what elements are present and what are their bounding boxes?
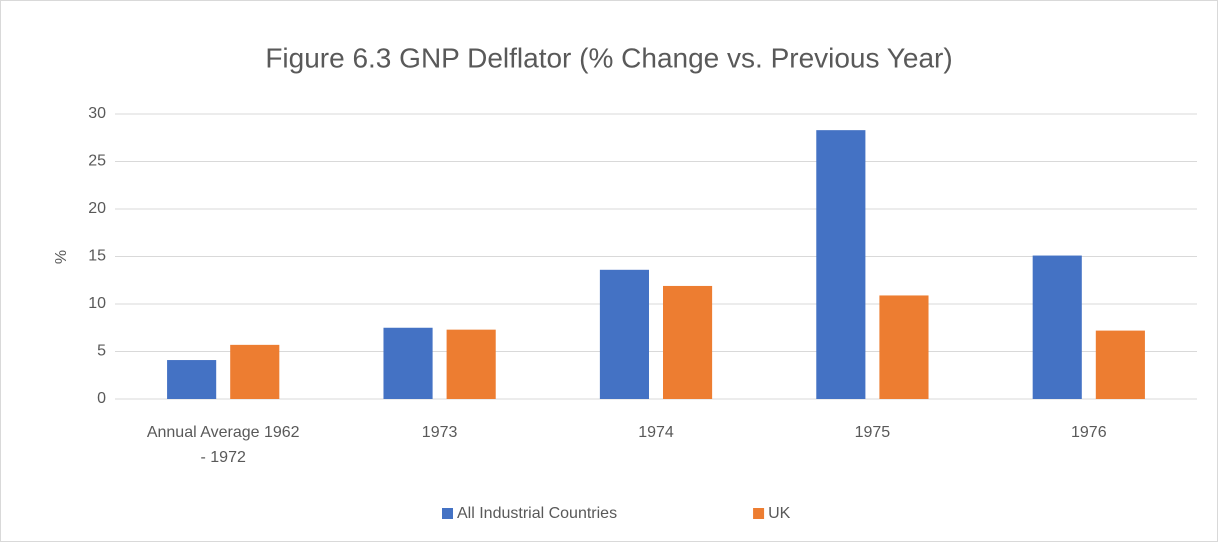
x-tick-label: 1973: [422, 424, 458, 441]
legend-label: All Industrial Countries: [457, 505, 617, 522]
bar: [879, 295, 929, 399]
y-tick-label: 10: [88, 295, 106, 312]
bar: [446, 329, 496, 399]
bar: [230, 344, 280, 399]
legend-swatch: [753, 508, 765, 519]
bar: [599, 269, 649, 399]
bar: [816, 130, 866, 399]
y-tick-label: 30: [88, 105, 106, 122]
bar: [663, 285, 713, 399]
x-tick-label: 1975: [855, 424, 891, 441]
y-tick-label: 0: [97, 390, 106, 407]
legend-swatch: [442, 508, 453, 519]
y-tick-label: 20: [88, 200, 106, 217]
y-axis-label: %: [53, 250, 70, 264]
bar: [383, 327, 433, 399]
y-tick-label: 25: [88, 153, 106, 170]
bar: [1095, 330, 1145, 399]
bar: [167, 360, 217, 399]
y-tick-label: 5: [97, 343, 106, 360]
x-tick-label: 1976: [1071, 424, 1107, 441]
legend-label: UK: [768, 505, 791, 522]
x-tick-label: 1974: [638, 424, 674, 441]
y-tick-label: 15: [88, 248, 106, 265]
bar: [1032, 255, 1082, 399]
chart-title: Figure 6.3 GNP Delflator (% Change vs. P…: [265, 42, 952, 73]
x-tick-label: Annual Average 1962- 1972: [147, 424, 300, 466]
